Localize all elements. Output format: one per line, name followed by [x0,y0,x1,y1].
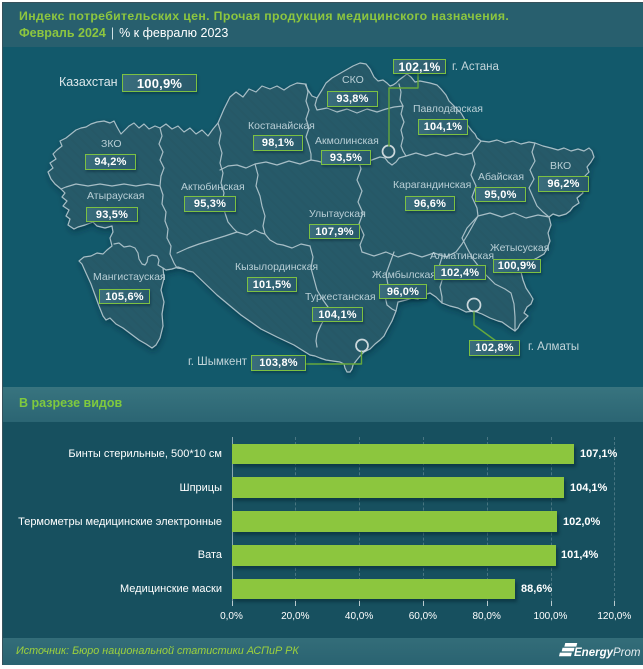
svg-text:EnergyProm: EnergyProm [574,647,641,659]
